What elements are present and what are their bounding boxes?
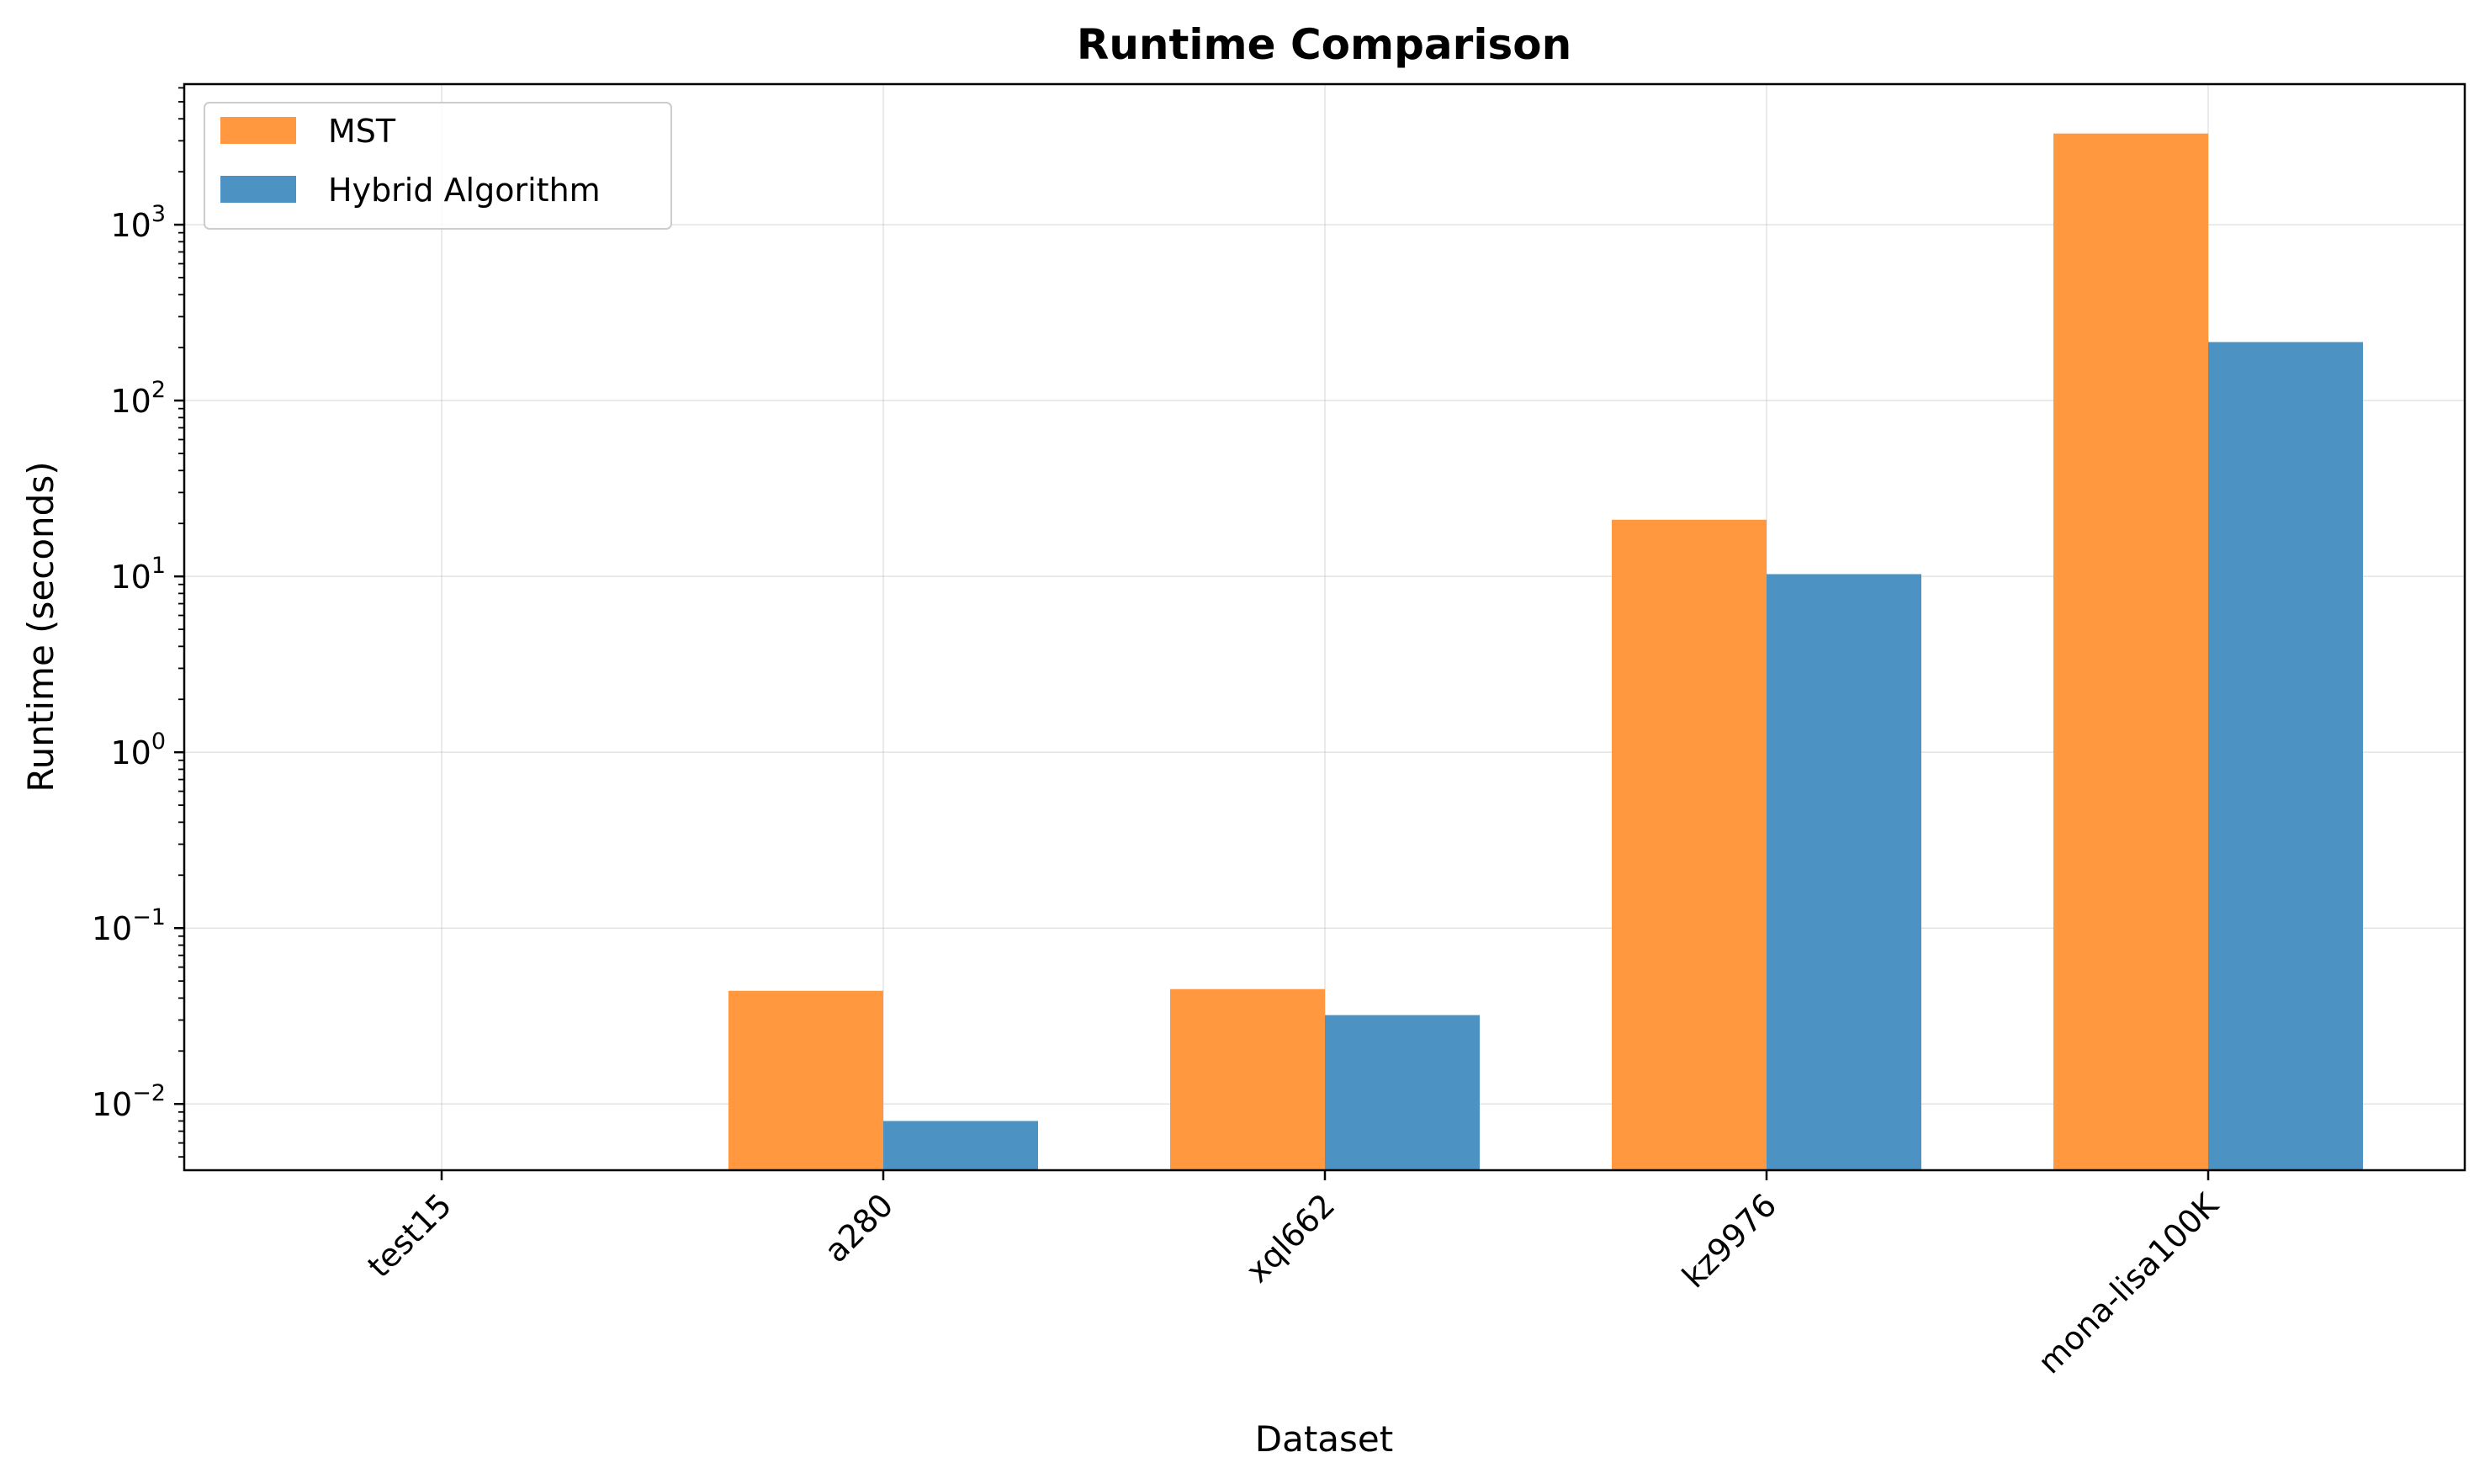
legend-label-1: Hybrid Algorithm: [328, 172, 601, 209]
y-tick-label: 103: [110, 201, 166, 244]
bar-mst-xql662: [1170, 988, 1325, 1170]
x-tick-label: a280: [817, 1186, 900, 1269]
legend-swatch-0: [220, 117, 296, 144]
legend: MST Hybrid Algorithm: [204, 102, 672, 230]
y-tick-label: 101: [110, 553, 166, 596]
legend-label-0: MST: [328, 113, 396, 150]
legend-box: [204, 102, 672, 230]
x-tick-label: xql662: [1239, 1186, 1343, 1290]
y-tick-label: 10−2: [92, 1080, 166, 1123]
bar-mst-mona-lisa100K: [2053, 133, 2208, 1171]
y-tick-label: 100: [110, 729, 166, 771]
bar-mst-a280: [728, 990, 883, 1170]
y-tick-label: 10−1: [92, 904, 166, 947]
bar-mst-kz9976: [1612, 519, 1767, 1170]
bar-hybrid-kz9976: [1767, 574, 1921, 1170]
y-tick-label: 102: [110, 377, 166, 420]
bar-hybrid-mona-lisa100K: [2208, 342, 2363, 1171]
x-tick-label: kz9976: [1675, 1186, 1783, 1295]
x-tick-label: mona-lisa100K: [2031, 1185, 2226, 1381]
chart-title: Runtime Comparison: [1077, 20, 1571, 69]
bars-layer: [728, 133, 2363, 1171]
bar-hybrid-a280: [883, 1121, 1038, 1170]
x-axis-label: Dataset: [1255, 1418, 1393, 1460]
x-tick-label: test15: [360, 1186, 458, 1285]
bar-hybrid-xql662: [1325, 1015, 1480, 1170]
legend-swatch-1: [220, 176, 296, 203]
y-axis-label: Runtime (seconds): [20, 461, 61, 792]
